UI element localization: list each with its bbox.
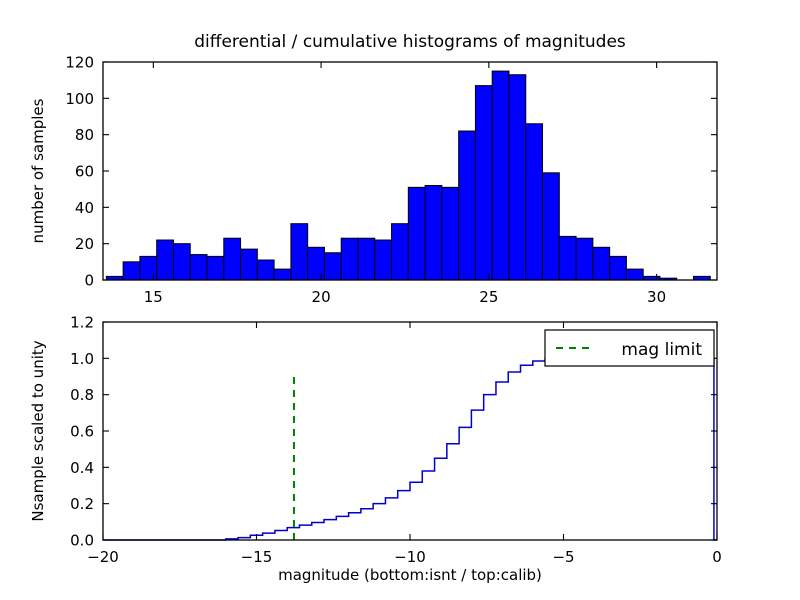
top-x-tick-label: 25 xyxy=(479,288,498,306)
legend-mag-limit-label: mag limit xyxy=(621,340,702,360)
bottom-y-tick-label: 0.8 xyxy=(70,386,94,404)
histogram-bar xyxy=(392,224,409,280)
histogram-bar xyxy=(291,224,308,280)
histogram-bar xyxy=(257,260,274,280)
bottom-y-tick-label: 0.4 xyxy=(70,459,94,477)
bottom-x-tick-label: 0 xyxy=(712,548,722,566)
top-y-tick-label: 20 xyxy=(75,235,94,253)
bottom-y-tick-label: 0.2 xyxy=(70,495,94,513)
histogram-bar xyxy=(610,256,627,280)
histogram-bar xyxy=(190,255,207,280)
bottom-y-tick-label: 1.2 xyxy=(70,314,94,332)
bottom-x-tick-label: −15 xyxy=(241,548,273,566)
bottom-y-axis-label: Nsample scaled to unity xyxy=(29,340,47,521)
histogram-bar xyxy=(324,253,341,280)
top-y-tick-label: 100 xyxy=(65,90,94,108)
figure-background xyxy=(0,0,800,600)
histogram-bar xyxy=(341,238,358,280)
bottom-y-tick-label: 0.0 xyxy=(70,532,94,550)
bottom-x-tick-label: −5 xyxy=(552,548,574,566)
page-title: differential / cumulative histograms of … xyxy=(194,32,626,52)
top-y-tick-label: 80 xyxy=(75,126,94,144)
bottom-x-tick-label: −20 xyxy=(87,548,119,566)
histogram-bar xyxy=(274,269,291,280)
histogram-bar xyxy=(459,131,476,280)
histogram-bar xyxy=(543,173,560,280)
histogram-bar xyxy=(140,256,157,280)
histogram-bar xyxy=(241,249,258,280)
top-y-tick-label: 120 xyxy=(65,54,94,72)
top-y-axis-label: number of samples xyxy=(29,98,47,243)
legend[interactable]: mag limit xyxy=(545,330,714,366)
histogram-bar xyxy=(207,256,224,280)
histogram-bar xyxy=(224,238,241,280)
x-axis-label: magnitude (bottom:isnt / top:calib) xyxy=(278,566,542,584)
histogram-bar xyxy=(157,240,174,280)
top-x-tick-label: 20 xyxy=(312,288,331,306)
histogram-bar xyxy=(425,186,442,280)
histogram-bar xyxy=(576,238,593,280)
histogram-bar xyxy=(475,86,492,280)
histogram-bar xyxy=(626,269,643,280)
histogram-bar xyxy=(526,124,543,280)
histogram-bar xyxy=(559,236,576,280)
bottom-y-tick-label: 0.6 xyxy=(70,423,94,441)
histogram-bar xyxy=(173,244,190,280)
top-x-tick-label: 15 xyxy=(144,288,163,306)
histogram-bar xyxy=(593,247,610,280)
top-y-tick-label: 0 xyxy=(84,272,94,290)
histogram-bar xyxy=(492,71,509,280)
top-y-tick-label: 60 xyxy=(75,163,94,181)
figure-canvas: differential / cumulative histograms of … xyxy=(0,0,800,600)
histogram-bar xyxy=(408,187,425,280)
histogram-bar xyxy=(123,262,140,280)
bottom-y-tick-label: 1.0 xyxy=(70,350,94,368)
histogram-bar xyxy=(509,75,526,280)
histogram-bar xyxy=(375,240,392,280)
bottom-x-tick-label: −10 xyxy=(394,548,426,566)
histogram-bar xyxy=(358,238,375,280)
histogram-bar xyxy=(442,187,459,280)
histogram-bar xyxy=(308,247,325,280)
top-y-tick-label: 40 xyxy=(75,199,94,217)
top-x-tick-label: 30 xyxy=(647,288,666,306)
